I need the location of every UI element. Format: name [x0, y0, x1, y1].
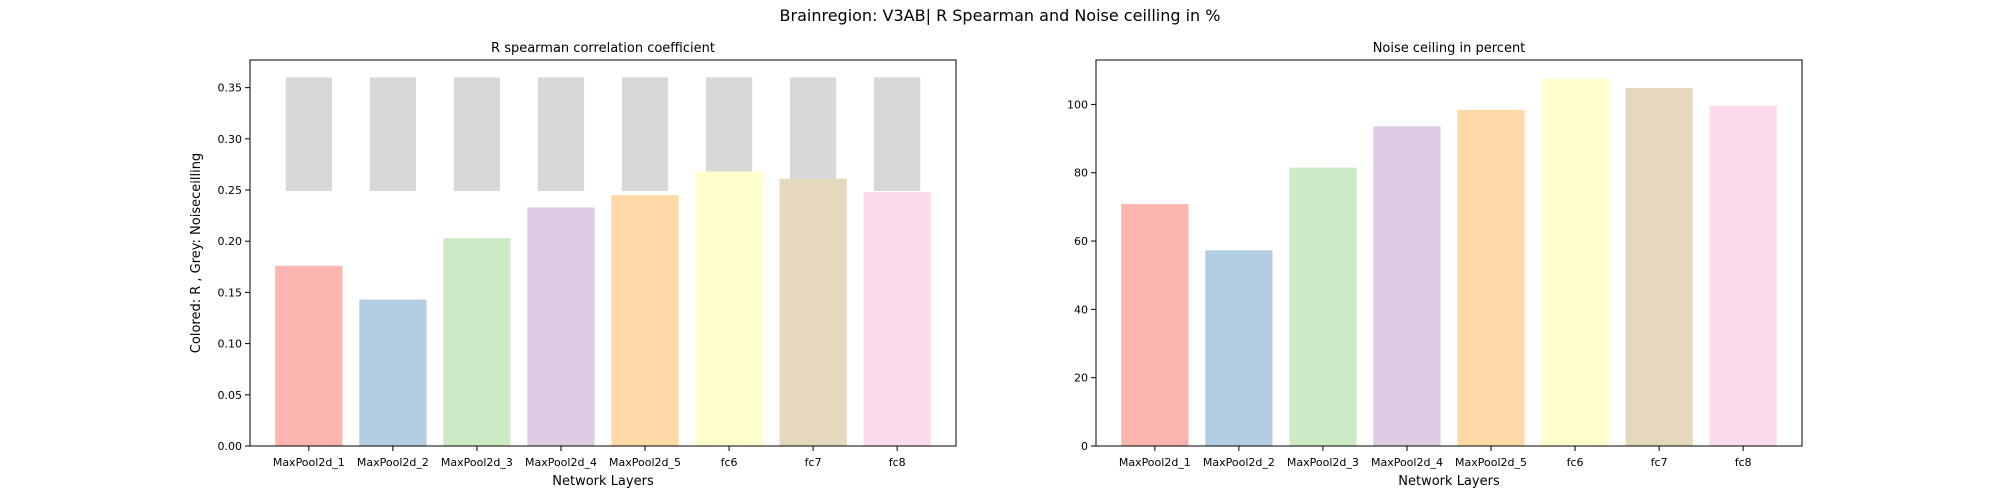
y-tick-label: 40 [1074, 303, 1088, 316]
x-tick-label: MaxPool2d_2 [357, 456, 429, 469]
bar-MaxPool2d_1 [275, 265, 343, 446]
y-tick-label: 0.05 [218, 389, 243, 402]
bar-fc7 [1625, 88, 1693, 446]
y-tick-label: 0.15 [218, 286, 243, 299]
x-tick-label: MaxPool2d_4 [525, 456, 597, 469]
axes-frame [249, 59, 957, 447]
noise-ceiling-bar [790, 77, 837, 192]
x-tick-label: MaxPool2d_3 [1287, 456, 1359, 469]
x-tick-label: fc8 [1735, 456, 1752, 469]
y-tick-label: 0.35 [218, 82, 243, 95]
bar-MaxPool2d_4 [1373, 126, 1441, 446]
x-tick-label: MaxPool2d_1 [1119, 456, 1191, 469]
axes-title: R spearman correlation coefficient [491, 41, 715, 56]
y-tick-label: 0 [1081, 440, 1088, 453]
x-axis-label: Network Layers [1398, 474, 1500, 489]
x-tick-label: MaxPool2d_2 [1203, 456, 1275, 469]
bar-MaxPool2d_1 [1121, 204, 1189, 446]
x-tick-label: fc6 [721, 456, 738, 469]
noise-ceiling-bar [453, 77, 501, 192]
bar-fc6 [1541, 78, 1609, 447]
y-tick-label: 60 [1074, 235, 1088, 248]
y-tick-label: 0.10 [218, 338, 243, 351]
bar-MaxPool2d_5 [611, 195, 679, 446]
x-tick-label: MaxPool2d_5 [1455, 456, 1527, 469]
axes-frame [1095, 59, 1803, 447]
x-tick-label: fc7 [1651, 456, 1668, 469]
y-tick-label: 20 [1074, 372, 1088, 385]
bar-fc8 [863, 192, 931, 446]
x-tick-label: MaxPool2d_5 [609, 456, 681, 469]
bar-fc6 [695, 171, 763, 447]
y-tick-label: 100 [1067, 98, 1088, 111]
bar-fc8 [1709, 105, 1777, 447]
x-tick-label: fc8 [889, 456, 906, 469]
y-tick-label: 0.30 [218, 133, 243, 146]
figure-title: Brainregion: V3AB| R Spearman and Noise … [779, 6, 1221, 25]
y-tick-label: 80 [1074, 167, 1088, 180]
x-tick-label: MaxPool2d_1 [273, 456, 345, 469]
noise-ceiling-bar [874, 77, 921, 192]
bar-fc7 [779, 178, 847, 446]
bar-MaxPool2d_2 [359, 299, 427, 446]
noise-ceiling-bar [285, 77, 332, 192]
bar-MaxPool2d_3 [443, 238, 511, 446]
y-axis-label: Colored: R , Grey: Noiseceilling [189, 153, 204, 353]
chart-2: Noise ceiling in percent 0 20 40 60 80 100 MaxP… [1067, 41, 1803, 489]
x-axis-label: Network Layers [552, 474, 654, 489]
noise-ceiling-bar [369, 77, 416, 192]
x-tick-label: fc6 [1567, 456, 1584, 469]
bar-MaxPool2d_3 [1289, 167, 1357, 446]
noise-ceiling-bar [537, 77, 585, 192]
noise-ceiling-bar [621, 77, 669, 192]
bar-MaxPool2d_4 [527, 207, 595, 446]
chart-1: R spearman correlation coefficient 0.00 0.… [189, 41, 957, 489]
x-tick-label: MaxPool2d_3 [441, 456, 513, 469]
y-tick-label: 0.25 [218, 184, 243, 197]
y-tick-label: 0.00 [218, 440, 243, 453]
bar-MaxPool2d_2 [1205, 250, 1273, 446]
y-tick-label: 0.20 [218, 235, 243, 248]
bar-MaxPool2d_5 [1457, 109, 1525, 447]
axes-title: Noise ceiling in percent [1373, 41, 1526, 56]
x-tick-label: fc7 [805, 456, 822, 469]
x-tick-label: MaxPool2d_4 [1371, 456, 1443, 469]
